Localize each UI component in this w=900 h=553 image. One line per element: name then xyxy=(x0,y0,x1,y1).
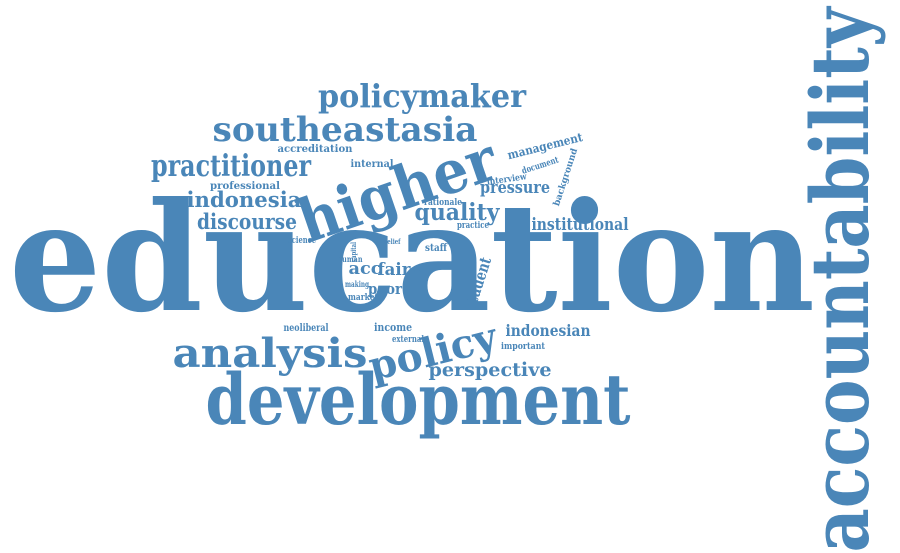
word-cloud-words: educationaccountabilitydevelopmenthigher… xyxy=(9,5,887,552)
word-practice: practice xyxy=(457,221,489,231)
word-fair: fair xyxy=(378,260,412,280)
word-science: science xyxy=(288,236,316,246)
word-pressure: pressure xyxy=(480,178,550,198)
word-accreditation: accreditation xyxy=(278,144,354,155)
word-indonesia: indonesia xyxy=(187,187,302,212)
word-external: external xyxy=(392,335,424,345)
word-accountability: accountability xyxy=(793,5,887,552)
word-income: income xyxy=(374,321,412,334)
word-practitioner: practitioner xyxy=(151,149,312,184)
word-perspective: perspective xyxy=(429,359,552,381)
word-rural: rural xyxy=(412,267,422,274)
word-neoliberal: neoliberal xyxy=(284,323,329,334)
word-institutional: institutional xyxy=(532,215,629,235)
word-education: education xyxy=(9,170,815,346)
word-acc: acc xyxy=(349,259,382,279)
word-making: making xyxy=(345,279,369,289)
word-poor: poor xyxy=(368,280,403,298)
word-discourse: discourse xyxy=(197,209,297,234)
word-human: human xyxy=(338,254,363,264)
word-professional: professional xyxy=(210,181,280,192)
word-policymaker: policymaker xyxy=(318,77,527,115)
word-market: market xyxy=(348,293,379,303)
word-internal: internal xyxy=(351,159,394,170)
word-analysis: analysis xyxy=(173,330,368,377)
word-southeastasia: southeastasia xyxy=(213,110,478,150)
word-capital: capital xyxy=(349,242,358,262)
word-belief: belief xyxy=(384,237,402,246)
word-indonesian: indonesian xyxy=(506,321,591,340)
word-quality: quality xyxy=(415,199,501,226)
word-rationale: rationale xyxy=(424,198,462,208)
word-staff: staff xyxy=(425,243,448,254)
word-development: development xyxy=(206,358,631,441)
word-important: important xyxy=(501,342,546,352)
